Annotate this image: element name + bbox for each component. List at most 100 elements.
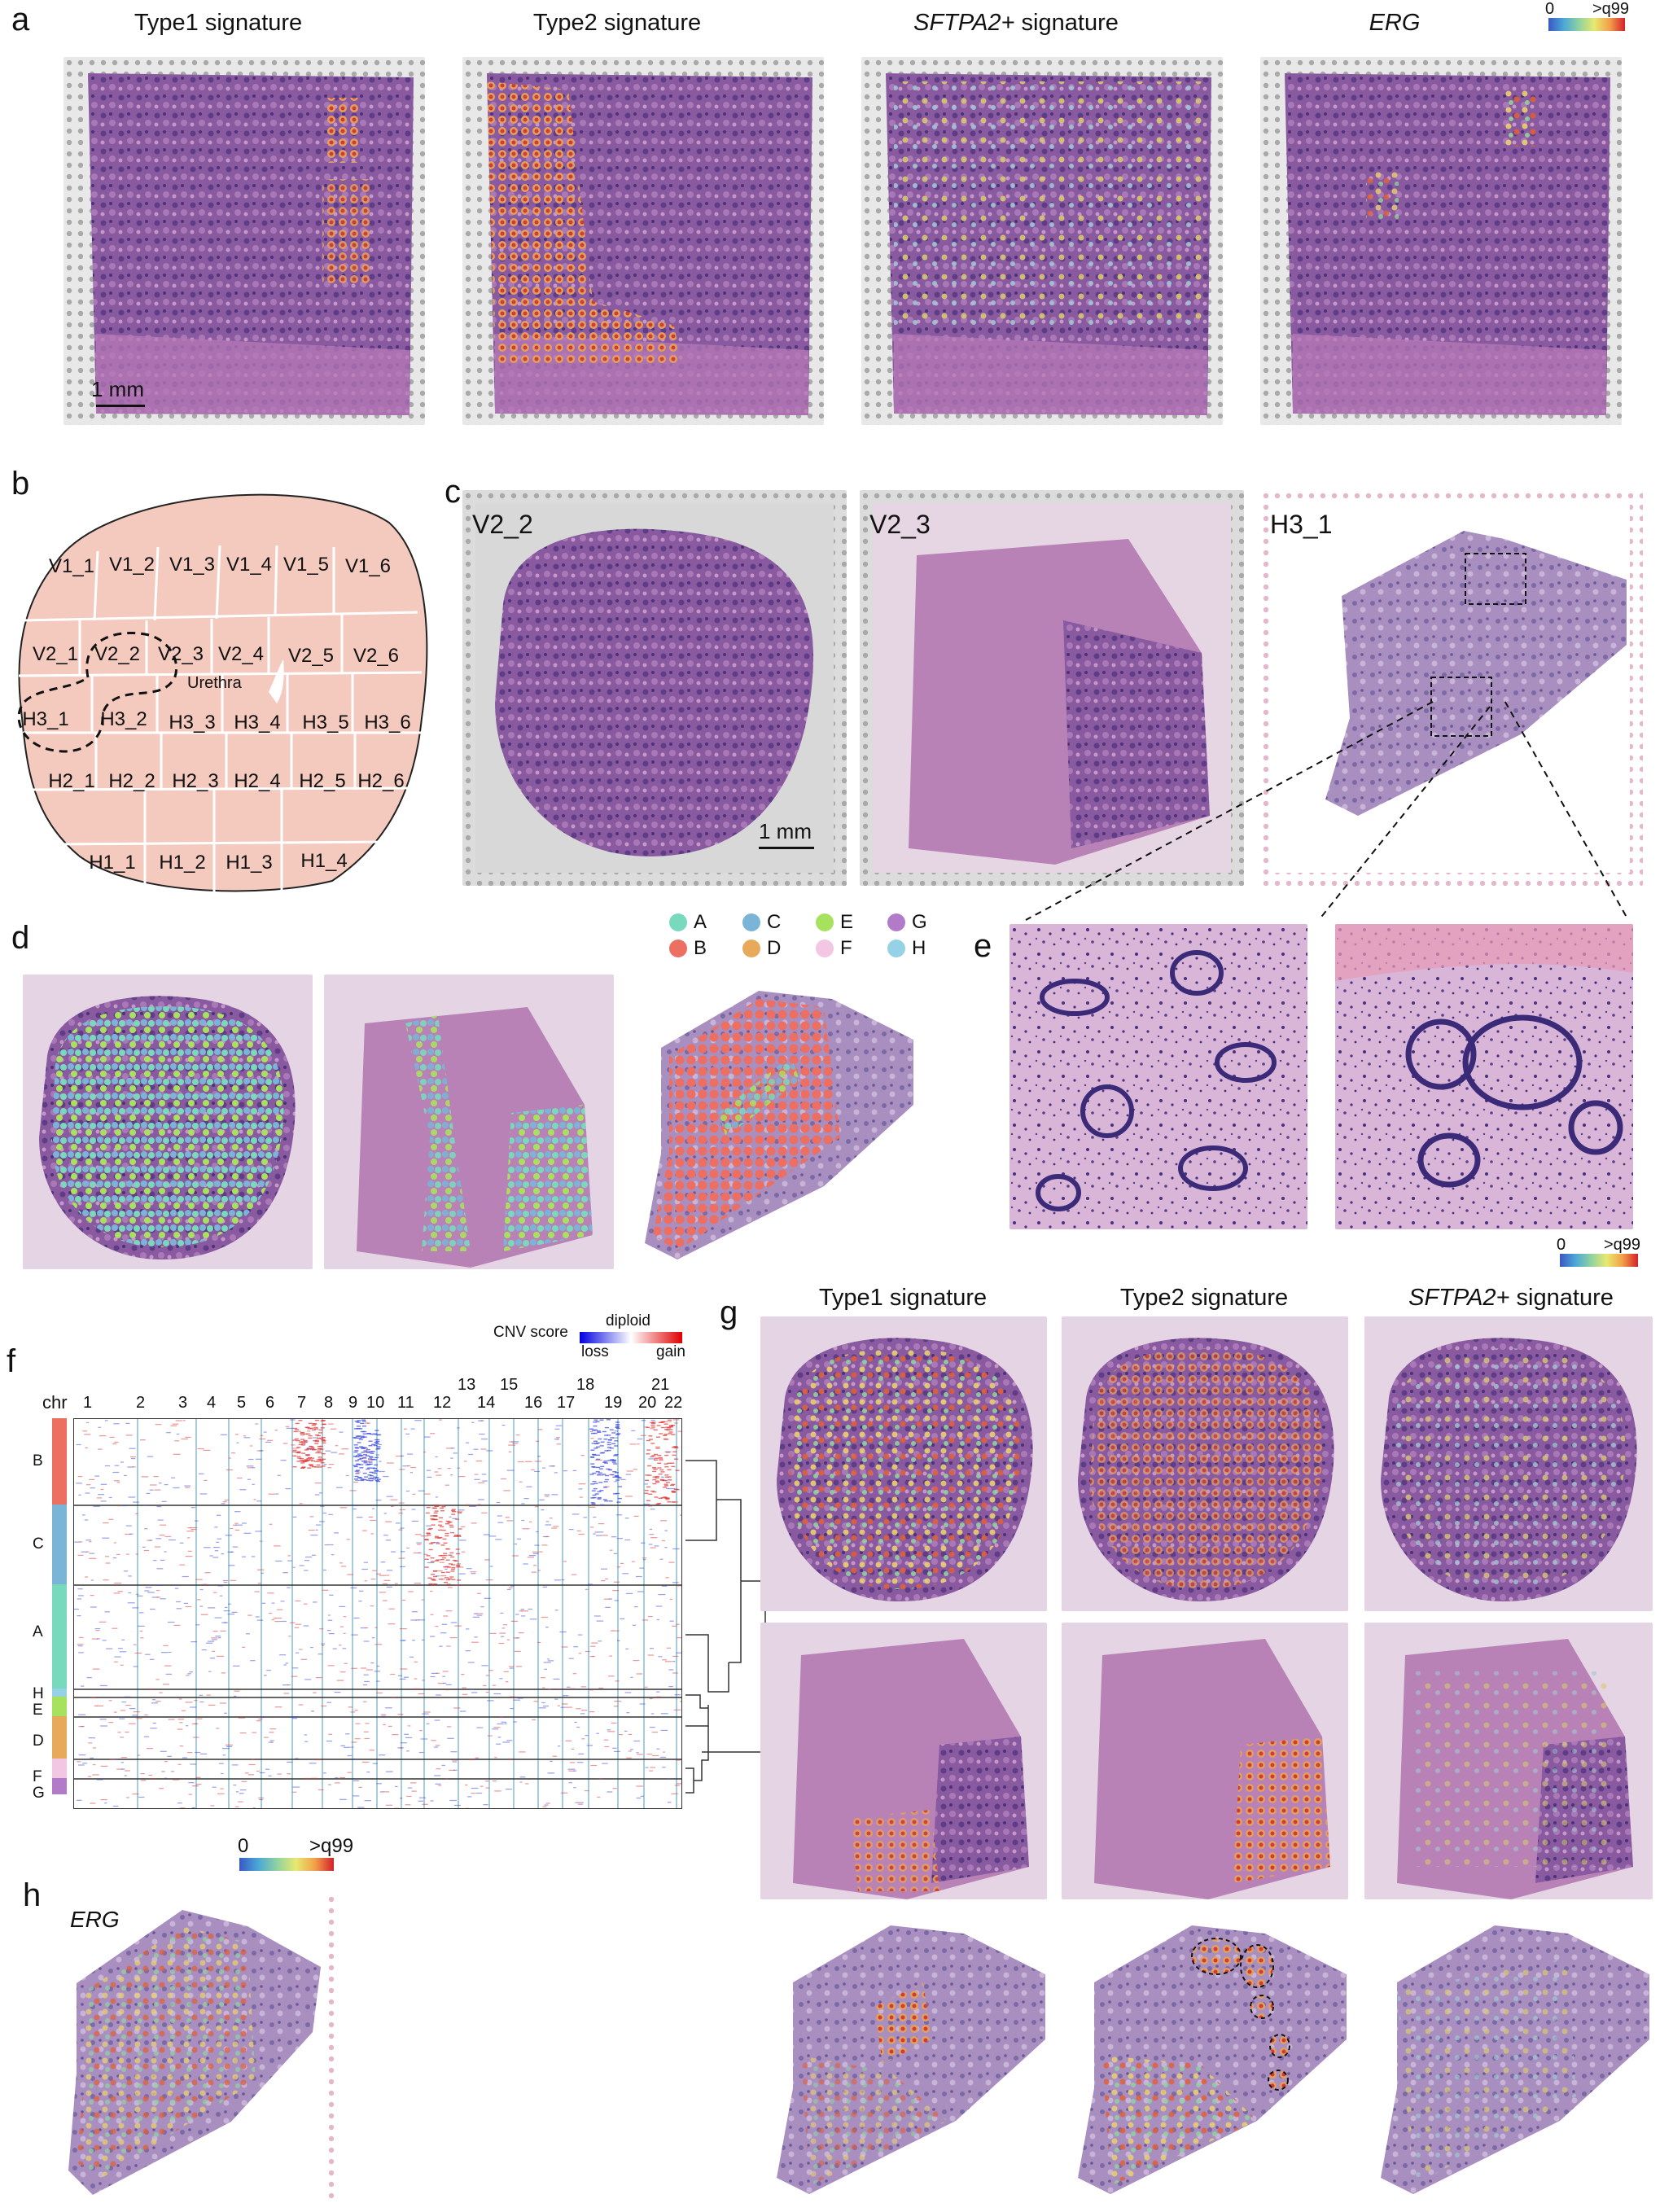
cnv-group-B: B [33,1452,43,1470]
panel-d-tissue-V2_2 [23,975,313,1269]
legend-label-A: A [694,911,707,933]
panel-c-tissue-V2_2 [462,490,847,886]
legend-label-C: C [767,911,782,933]
section-V2_2: V2_2 [94,643,141,665]
cnv-dendrogram [685,1460,766,1794]
section-H3_1: H3_1 [22,708,69,730]
chr-14: 14 [477,1394,496,1412]
panel-g-title-3: SFTPA2+ signature [1408,1285,1614,1311]
panel-g-sftpa2-V2_3 [1364,1623,1653,1899]
cnv-loss-label: loss [581,1343,609,1360]
panel-a-colorbar-min: 0 [1545,0,1555,18]
prostate-section-map [7,474,430,897]
panel-g-title-2: Type2 signature [1119,1285,1289,1311]
section-H2_1: H2_1 [48,770,95,792]
panel-e-zoom-2 [1335,924,1633,1229]
panel-c-scalebar-label: 1 mm [759,819,812,843]
panel-label-g: g [720,1294,738,1330]
chr-20: 20 [638,1394,657,1412]
chr-21: 21 [651,1376,670,1394]
legend-dot-C [742,913,760,931]
legend-label-H: H [912,937,926,959]
panel-a-tissue-erg [1260,57,1622,425]
panel-h-colorbar-min: 0 [238,1835,249,1857]
panel-a-colorbar [1548,18,1625,31]
section-H2_3: H2_3 [172,770,219,792]
panel-a-title-1: Type1 signature [134,10,303,36]
panel-a-tissue-sftpa2 [861,57,1223,425]
section-H3_3: H3_3 [169,712,216,734]
legend-dot-H [887,940,905,957]
section-V1_3: V1_3 [169,554,216,576]
legend-dot-D [742,940,760,957]
cnv-colorbar [580,1332,682,1343]
chr-10: 10 [366,1394,385,1412]
section-H2_2: H2_2 [108,770,155,792]
panel-e-zoom-1 [1009,924,1307,1229]
section-H1_4: H1_4 [300,850,348,872]
panel-g-type1-V2_3 [760,1623,1047,1899]
section-V2_4: V2_4 [217,643,265,665]
chr-6: 6 [265,1394,275,1412]
cnv-group-G: G [33,1785,45,1802]
legend-dot-E [816,913,834,931]
panel-c-label-H3_1: H3_1 [1270,510,1333,539]
panel-a-title-3: SFTPA2+ signature [913,10,1119,36]
panel-g-type2-V2_3 [1062,1623,1348,1899]
panel-a-scalebar-label: 1 mm [91,377,144,401]
section-H3_4: H3_4 [234,712,281,734]
section-H3_6: H3_6 [364,712,411,734]
chr-8: 8 [324,1394,334,1412]
panel-g-sftpa2-H3_1 [1364,1909,1653,2204]
chr-19: 19 [604,1394,623,1412]
chr-7: 7 [297,1394,307,1412]
panel-g-type2-V2_2 [1062,1316,1348,1611]
panel-g-type1-H3_1 [760,1909,1047,2204]
legend-dot-G [887,913,905,931]
panel-e-colorbar-min: 0 [1557,1236,1566,1254]
chr-3: 3 [178,1394,188,1412]
legend-label-E: E [840,911,854,933]
panel-c-tissue-V2_3 [860,490,1244,886]
panel-e-colorbar-max: >q99 [1604,1236,1641,1254]
zoom-lines [1025,700,1629,921]
section-V1_1: V1_1 [48,555,95,577]
cnv-group-C: C [33,1535,44,1553]
section-H1_2: H1_2 [159,852,206,874]
panel-g-sftpa2-V2_2 [1364,1316,1653,1611]
chr-2: 2 [136,1394,146,1412]
cnv-score-title: CNV score [493,1324,568,1341]
panel-d-tissue-V2_3 [324,975,614,1269]
chr-13: 13 [458,1376,476,1394]
panel-h-tissue-H3_1 [52,1894,337,2199]
legend-dot-B [669,940,687,957]
legend-label-B: B [694,937,707,959]
panel-c-label-V2_2: V2_2 [472,510,533,539]
cnv-diploid-label: diploid [606,1312,650,1329]
panel-label-c: c [445,474,461,510]
chr-4: 4 [207,1394,217,1412]
chr-22: 22 [664,1394,683,1412]
panel-label-d: d [11,920,30,956]
panel-a-tissue-type2 [462,57,824,425]
legend-dot-F [816,940,834,957]
chr-17: 17 [557,1394,576,1412]
panel-c-tissue-H3_1 [1260,490,1643,886]
panel-h-colorbar [239,1858,334,1871]
cnv-group-H: H [33,1685,44,1702]
section-V1_4: V1_4 [226,554,273,576]
section-V2_5: V2_5 [287,645,335,667]
cnv-heatmap [73,1418,682,1809]
section-V2_3: V2_3 [157,643,204,665]
panel-c-scalebar [759,847,814,849]
panel-c-label-V2_3: V2_3 [869,510,931,539]
section-V1_5: V1_5 [282,554,330,576]
panel-g-type1-V2_2 [760,1316,1047,1611]
section-H2_4: H2_4 [234,770,281,792]
cnv-group-strip [52,1418,67,1807]
cnv-gain-label: gain [656,1343,685,1360]
panel-label-h: h [23,1877,42,1913]
panel-a-tissue-type1 [64,57,425,425]
legend-dot-A [669,913,687,931]
panel-label-a: a [11,2,30,37]
